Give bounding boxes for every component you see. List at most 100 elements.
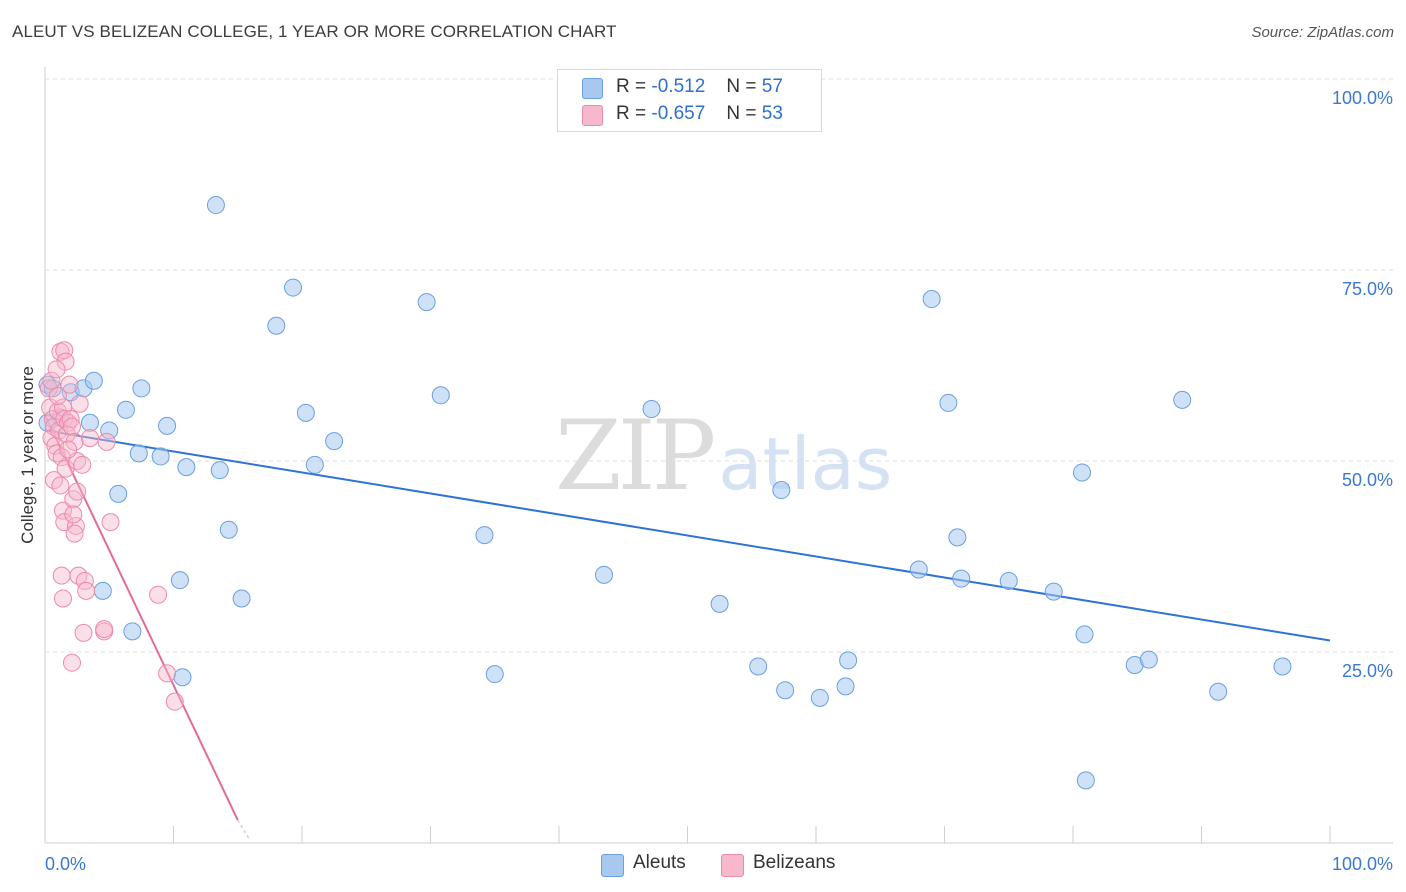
tick-labels: 25.0% 50.0% 75.0% 100.0% 0.0% 100.0% <box>45 88 1393 874</box>
x-tick-label: 0.0% <box>45 854 86 874</box>
axis-layer <box>44 67 1393 844</box>
aleut-point <box>132 379 151 398</box>
aleut-point <box>485 665 504 684</box>
aleut-point <box>116 400 135 419</box>
belizean-points <box>39 341 184 711</box>
watermark: ZIPatlas <box>555 400 892 512</box>
belizean-point <box>80 429 99 448</box>
belizean-point <box>42 371 61 390</box>
aleut-point <box>999 571 1018 590</box>
aleut-point <box>325 432 344 451</box>
belizean-point <box>55 513 74 532</box>
belizean-point <box>149 585 168 604</box>
aleut-point <box>123 622 142 641</box>
belizean-point <box>65 432 84 451</box>
aleut-point <box>772 481 791 500</box>
x-tick-label: 100.0% <box>1332 854 1393 874</box>
belizean-point <box>56 352 75 371</box>
belizean-point <box>53 501 72 520</box>
aleut-points <box>38 196 1292 790</box>
trend-layer <box>44 414 1331 840</box>
aleut-point <box>170 571 189 590</box>
aleut-point <box>431 386 450 405</box>
belizean-trend-line <box>44 414 239 821</box>
legend-n-value: 57 <box>761 76 783 97</box>
aleut-point <box>1173 390 1192 409</box>
belizean-point <box>165 692 184 711</box>
aleut-point <box>210 461 229 480</box>
belizean-point <box>47 360 66 379</box>
belizean-point <box>74 623 93 642</box>
legend-n-label: N = <box>726 76 757 97</box>
belizean-point <box>52 448 71 467</box>
belizean-point <box>61 409 80 428</box>
aleut-point <box>776 681 795 700</box>
aleut-point <box>1072 463 1091 482</box>
aleut-point <box>305 455 324 474</box>
aleut-point <box>839 651 858 670</box>
aleut-point <box>909 560 928 579</box>
belizean-point <box>62 417 81 436</box>
y-tick-label: 100.0% <box>1332 88 1393 108</box>
aleut-point <box>810 688 829 707</box>
y-tick-label: 50.0% <box>1342 470 1393 490</box>
aleut-point <box>151 447 170 466</box>
belizean-point <box>77 581 96 600</box>
belizean-point <box>95 620 114 639</box>
aleut-point <box>296 403 315 422</box>
bottom-legend-label-belizeans: Belizeans <box>753 852 836 873</box>
aleut-point <box>129 444 148 463</box>
bottom-legend-swatch-aleuts <box>601 854 624 877</box>
aleut-point <box>93 581 112 600</box>
aleut-point <box>284 278 303 297</box>
aleut-point <box>417 293 436 312</box>
legend-r-label: R = <box>616 103 647 124</box>
belizean-point <box>64 505 83 524</box>
legend-n-label: N = <box>726 103 757 124</box>
watermark-atlas: atlas <box>718 422 893 506</box>
belizean-point <box>66 516 85 535</box>
aleut-point <box>948 528 967 547</box>
y-tick-label: 25.0% <box>1342 661 1393 681</box>
aleut-point <box>219 520 238 539</box>
aleut-point <box>1075 625 1094 644</box>
belizean-point <box>60 375 79 394</box>
aleut-point <box>1076 771 1095 790</box>
aleut-point <box>177 458 196 477</box>
aleut-point <box>952 569 971 588</box>
aleut-point <box>922 290 941 309</box>
aleut-point <box>232 589 251 608</box>
aleut-point <box>100 421 119 440</box>
bottom-legend-swatch-belizeans <box>721 854 744 877</box>
aleut-point <box>1044 582 1063 601</box>
legend-r-value: -0.512 <box>651 76 706 97</box>
aleut-trend-line <box>44 429 1331 642</box>
belizean-point <box>55 341 74 360</box>
source-label: Source: ZipAtlas.com <box>1251 24 1394 41</box>
belizean-point <box>52 566 71 585</box>
legend-n-value: 53 <box>761 103 783 124</box>
belizean-point <box>158 664 177 683</box>
stats-legend: R = -0.512 N = 57 R = -0.657 N = 53 <box>557 69 822 132</box>
aleut-point <box>1209 682 1228 701</box>
belizean-point <box>97 432 116 451</box>
belizean-point <box>75 571 94 590</box>
aleut-point <box>939 393 958 412</box>
belizean-point <box>59 440 78 459</box>
aleut-point <box>173 668 192 687</box>
belizean-trend-extension <box>237 819 250 840</box>
belizean-point <box>53 589 72 608</box>
grid-layer <box>45 78 1393 653</box>
aleut-point <box>642 400 661 419</box>
belizean-point <box>101 513 120 532</box>
belizean-point <box>70 394 89 413</box>
aleut-point <box>206 196 225 215</box>
legend-swatch-aleuts <box>582 78 603 99</box>
belizean-point <box>65 524 84 543</box>
belizean-point <box>68 482 87 501</box>
legend-swatch-belizeans <box>582 105 603 126</box>
aleut-point <box>158 416 177 435</box>
aleut-point <box>1139 650 1158 669</box>
aleut-point <box>109 484 128 503</box>
